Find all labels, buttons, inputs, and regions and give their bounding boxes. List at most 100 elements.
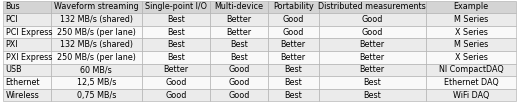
Bar [51,89,142,101]
Text: Wireless: Wireless [6,91,39,100]
Bar [51,1,142,13]
Bar [319,89,426,101]
Bar [142,1,210,13]
Text: Better: Better [281,53,306,62]
Text: 250 MB/s (per lane): 250 MB/s (per lane) [57,28,136,37]
Text: Good: Good [228,78,250,87]
Text: Better: Better [281,40,306,49]
Text: Example: Example [454,2,488,11]
Text: Best: Best [167,15,185,24]
Bar [426,76,516,89]
Bar [319,76,426,89]
Bar [319,64,426,76]
Text: PCI Express: PCI Express [6,28,52,37]
Text: 250 MB/s (per lane): 250 MB/s (per lane) [57,53,136,62]
Bar [319,51,426,64]
Bar [426,38,516,51]
Bar [268,76,319,89]
Bar [210,89,268,101]
Text: PXI Express: PXI Express [6,53,52,62]
Text: Single-point I/O: Single-point I/O [145,2,207,11]
Text: Better: Better [163,65,188,74]
Bar [268,26,319,38]
Text: Best: Best [167,53,185,62]
Text: Good: Good [228,65,250,74]
Bar [142,26,210,38]
Text: Multi-device: Multi-device [215,2,264,11]
Bar [142,64,210,76]
Text: PXI: PXI [6,40,18,49]
Bar [268,51,319,64]
Bar [210,26,268,38]
Text: Best: Best [284,78,302,87]
Bar [210,13,268,26]
Text: NI CompactDAQ: NI CompactDAQ [439,65,503,74]
Bar [319,38,426,51]
Text: Best: Best [230,53,248,62]
Bar [51,26,142,38]
Bar [51,64,142,76]
Bar [3,64,51,76]
Bar [210,64,268,76]
Text: Best: Best [363,78,381,87]
Text: USB: USB [6,65,22,74]
Bar [210,76,268,89]
Bar [268,89,319,101]
Bar [51,38,142,51]
Bar [3,26,51,38]
Bar [319,26,426,38]
Text: Waveform streaming: Waveform streaming [54,2,139,11]
Bar [142,38,210,51]
Bar [51,13,142,26]
Bar [3,51,51,64]
Bar [426,1,516,13]
Text: 0,75 MB/s: 0,75 MB/s [77,91,116,100]
Bar [268,13,319,26]
Text: Better: Better [360,53,385,62]
Text: 60 MB/s: 60 MB/s [80,65,112,74]
Bar [426,26,516,38]
Text: Best: Best [167,28,185,37]
Bar [210,51,268,64]
Text: Bus: Bus [6,2,20,11]
Text: X Series: X Series [455,28,487,37]
Bar [210,38,268,51]
Bar [51,76,142,89]
Bar [3,76,51,89]
Bar [268,64,319,76]
Text: 132 MB/s (shared): 132 MB/s (shared) [60,15,133,24]
Text: Ethernet: Ethernet [6,78,40,87]
Text: Good: Good [228,91,250,100]
Text: Portability: Portability [273,2,313,11]
Text: M Series: M Series [454,40,488,49]
Text: X Series: X Series [455,53,487,62]
Text: Better: Better [227,15,252,24]
Text: Distributed measurements: Distributed measurements [318,2,426,11]
Bar [51,51,142,64]
Text: Better: Better [360,65,385,74]
Text: Good: Good [165,91,187,100]
Text: Best: Best [363,91,381,100]
Text: M Series: M Series [454,15,488,24]
Text: Good: Good [283,15,304,24]
Bar [142,13,210,26]
Text: Better: Better [227,28,252,37]
Bar [426,64,516,76]
Text: 132 MB/s (shared): 132 MB/s (shared) [60,40,133,49]
Text: PCI: PCI [6,15,18,24]
Text: Best: Best [284,65,302,74]
Text: Best: Best [284,91,302,100]
Text: Best: Best [230,40,248,49]
Bar [210,1,268,13]
Bar [142,51,210,64]
Bar [268,38,319,51]
Text: 12,5 MB/s: 12,5 MB/s [77,78,116,87]
Bar [426,89,516,101]
Text: Better: Better [360,40,385,49]
Bar [142,89,210,101]
Text: WiFi DAQ: WiFi DAQ [453,91,489,100]
Bar [3,38,51,51]
Text: Best: Best [167,40,185,49]
Bar [426,13,516,26]
Text: Ethernet DAQ: Ethernet DAQ [444,78,498,87]
